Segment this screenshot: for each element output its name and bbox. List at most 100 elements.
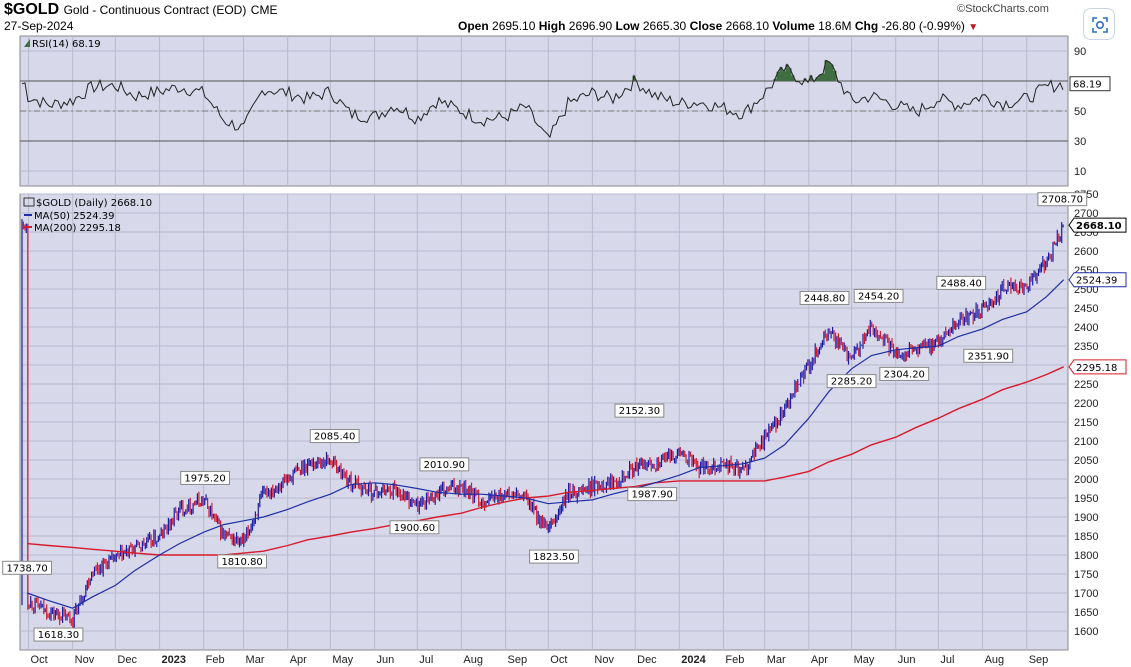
- annotation-label: 1823.50: [533, 552, 574, 563]
- exchange: CME: [250, 3, 278, 17]
- value-tag: [1068, 359, 1127, 375]
- ma200-line: [27, 366, 1064, 556]
- price-y-tick-label: 2000: [1074, 474, 1098, 486]
- price-y-tick-label: 1800: [1074, 550, 1098, 562]
- x-tick-label: Mar: [246, 654, 265, 666]
- chart-header: $GOLD Gold - Continuous Contract (EOD) C…: [0, 0, 1131, 40]
- x-tick-label: 2024: [681, 654, 706, 666]
- annotation-label: 1900.60: [394, 523, 435, 534]
- x-tick-label: Nov: [594, 654, 614, 666]
- high-value: 2696.90: [568, 19, 613, 33]
- value-tag: [1068, 272, 1127, 288]
- rsi-value-label: 68.19: [1073, 80, 1102, 91]
- price-y-tick-label: 1850: [1074, 531, 1098, 543]
- close-value: 2668.10: [725, 19, 769, 33]
- x-tick-label: Dec: [637, 654, 657, 666]
- price-title-icon: [23, 197, 35, 207]
- price-y-tick-label: 1900: [1074, 512, 1098, 524]
- down-arrow-icon: ▼: [968, 22, 979, 33]
- x-tick-label: Aug: [463, 654, 483, 666]
- price-y-tick-label: 2100: [1074, 436, 1098, 448]
- annotation-label: 2448.80: [804, 293, 845, 304]
- annotation-box: [33, 627, 84, 642]
- rsi-y-tick-label: 50: [1074, 106, 1086, 118]
- ma50-legend-label: MA(50) 2524.39: [34, 211, 115, 222]
- price-title: $GOLD (Daily) 2668.10: [36, 198, 152, 209]
- x-tick-label: Jul: [940, 654, 954, 666]
- x-tick-label: Oct: [550, 654, 567, 666]
- value-tag-label: 2295.18: [1076, 363, 1117, 374]
- ma50-line: [26, 279, 1065, 609]
- x-tick-label: Sep: [1029, 654, 1049, 666]
- x-tick-label: 2023: [162, 654, 186, 666]
- price-y-tick-label: 1950: [1074, 493, 1098, 505]
- annotation-box: [389, 520, 440, 535]
- annotation-label: 1810.80: [221, 557, 262, 568]
- x-tick-label: Feb: [725, 654, 744, 666]
- price-y-tick-label: 2450: [1074, 303, 1098, 315]
- symbol-description: Gold - Continuous Contract (EOD): [63, 3, 247, 17]
- x-tick-label: Aug: [985, 654, 1005, 666]
- low-value: 2665.30: [642, 19, 687, 33]
- high-label: High: [538, 19, 566, 33]
- x-tick-label: Feb: [206, 654, 225, 666]
- annotation-box: [627, 487, 678, 502]
- price-y-tick-label: 2200: [1074, 398, 1098, 410]
- x-tick-label: Apr: [290, 654, 307, 666]
- annotation-box: [419, 457, 470, 472]
- annotation-label: 2708.70: [1042, 195, 1083, 206]
- open-label: Open: [458, 19, 489, 33]
- annotation-label: 1618.30: [38, 630, 79, 641]
- rsi-value-tag: [1069, 76, 1111, 92]
- annotation-label: 2351.90: [968, 351, 1009, 362]
- rsi-line: [21, 59, 1064, 139]
- price-y-tick-label: 2150: [1074, 417, 1098, 429]
- annotation-box: [799, 290, 850, 305]
- ma200-legend-label: MA(200) 2295.18: [34, 223, 121, 234]
- chg-value: -26.80 (-0.99%): [881, 19, 965, 33]
- annotation-box: [936, 275, 987, 290]
- price-y-tick-label: 1700: [1074, 588, 1098, 600]
- chart-date: 27-Sep-2024: [4, 19, 74, 33]
- annotation-box: [853, 288, 904, 303]
- price-y-tick-label: 2400: [1074, 322, 1098, 334]
- value-tag-label: 2668.10: [1076, 221, 1122, 232]
- ohlc-readout: Open 2695.10 High 2696.90 Low 2665.30 Cl…: [458, 19, 978, 33]
- x-tick-label: Nov: [75, 654, 95, 666]
- annotation-label: 2085.40: [314, 432, 355, 443]
- symbol: $GOLD: [4, 1, 60, 18]
- x-tick-label: Jul: [419, 654, 433, 666]
- price-y-tick-label: 2350: [1074, 341, 1098, 353]
- x-tick-label: Mar: [767, 654, 786, 666]
- rsi-title: RSI(14) 68.19: [32, 39, 101, 50]
- rsi-y-tick-label: 10: [1074, 166, 1086, 178]
- settings-button[interactable]: [1083, 8, 1115, 40]
- annotation-box: [1037, 192, 1088, 207]
- annotation-box: [2, 560, 53, 575]
- price-bars: [21, 219, 1064, 631]
- value-tag: [1068, 217, 1127, 233]
- annotation-box: [826, 374, 877, 389]
- x-tick-label: May: [854, 654, 875, 666]
- annotation-box: [614, 403, 665, 418]
- x-tick-label: Jun: [377, 654, 395, 666]
- settings-icon: [1092, 17, 1108, 33]
- symbol-title: $GOLD Gold - Continuous Contract (EOD) C…: [4, 1, 277, 19]
- rsi-y-tick-label: 90: [1074, 46, 1086, 58]
- x-tick-label: Dec: [117, 654, 137, 666]
- x-tick-label: Oct: [31, 654, 48, 666]
- x-tick-label: Apr: [811, 654, 828, 666]
- price-y-tick-label: 2700: [1074, 208, 1098, 220]
- annotation-box: [180, 470, 231, 485]
- annotation-label: 1975.20: [184, 473, 225, 484]
- annotation-label: 2010.90: [424, 460, 465, 471]
- x-tick-label: Jun: [898, 654, 916, 666]
- annotation-label: 2152.30: [619, 406, 660, 417]
- low-label: Low: [615, 19, 640, 33]
- x-tick-label: Sep: [508, 654, 528, 666]
- annotation-label: 2304.20: [884, 369, 925, 380]
- annotation-label: 2285.20: [831, 377, 872, 388]
- close-label: Close: [689, 19, 723, 33]
- annotation-label: 2488.40: [941, 278, 982, 289]
